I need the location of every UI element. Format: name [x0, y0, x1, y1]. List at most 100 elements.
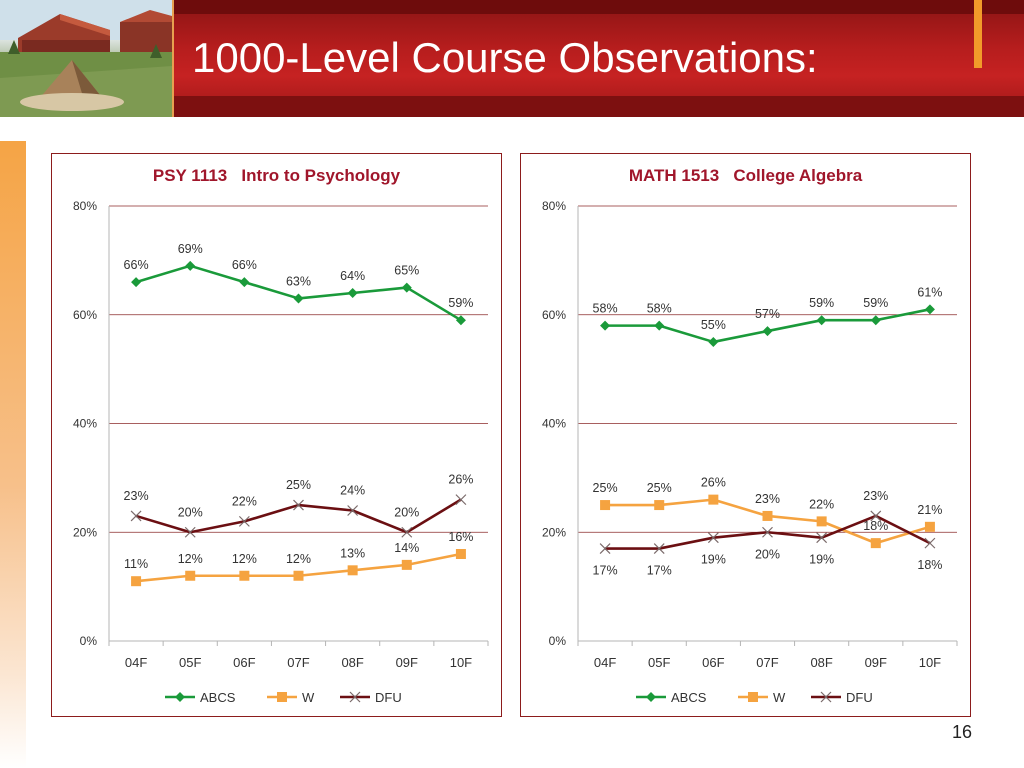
data-label: 63%: [286, 274, 311, 288]
data-label: 11%: [124, 557, 148, 571]
data-point-stroke: [653, 543, 665, 554]
data-label: 25%: [647, 481, 672, 495]
data-point: [130, 510, 142, 522]
legend-label: W: [773, 690, 786, 705]
left-accent-bar: [0, 141, 26, 768]
data-label: 66%: [232, 258, 257, 272]
data-point-stroke: [130, 510, 142, 522]
x-tick-label: 05F: [648, 655, 670, 670]
x-tick-label: 10F: [919, 655, 941, 670]
data-point: [600, 320, 611, 331]
data-point-stroke: [820, 691, 832, 703]
data-label: 12%: [286, 552, 311, 566]
data-point: [816, 532, 828, 544]
data-point: [748, 692, 758, 702]
data-point: [131, 277, 142, 288]
data-point: [654, 500, 665, 511]
data-point: [455, 549, 466, 559]
data-point: [707, 532, 719, 544]
data-point: [347, 288, 358, 298]
data-point: [277, 692, 287, 702]
x-tick-label: 07F: [756, 655, 778, 670]
data-point: [708, 336, 719, 347]
data-point: [924, 304, 935, 315]
x-tick-label: 08F: [810, 655, 832, 670]
data-point: [870, 315, 881, 326]
data-point: [816, 516, 827, 527]
data-point: [239, 277, 250, 288]
data-label: 25%: [286, 478, 311, 492]
legend-label: ABCS: [671, 690, 707, 705]
chart-psy-1113: PSY 1113 Intro to Psychology 0% 20% 40% 60%…: [51, 153, 502, 717]
data-point: [349, 691, 361, 703]
x-tick-label: 09F: [396, 655, 418, 670]
data-label: 23%: [863, 489, 888, 503]
x-tick-label: 04F: [125, 655, 147, 670]
data-point: [401, 282, 412, 293]
data-point-stroke: [349, 691, 361, 703]
data-point-stroke: [599, 543, 611, 554]
data-point-stroke: [184, 526, 196, 538]
slide-title: 1000-Level Course Observations:: [192, 34, 818, 81]
data-point: [401, 526, 413, 538]
chart-plot-area: 0% 20% 40% 60% 80% 04F 05F 06F 07F 08F 09F 10F 58% 58…: [542, 199, 958, 705]
data-label: 57%: [755, 307, 780, 321]
header-bottom-strip: [172, 96, 1024, 117]
data-label: 22%: [809, 497, 834, 511]
data-point: [455, 494, 467, 506]
data-label: 58%: [593, 302, 618, 316]
data-label: 25%: [593, 481, 618, 495]
data-label: 65%: [394, 264, 419, 278]
data-label: 20%: [178, 505, 203, 519]
data-point-stroke: [762, 526, 773, 538]
data-point: [646, 692, 656, 702]
data-point: [239, 570, 250, 581]
x-tick-label: 10F: [450, 655, 472, 670]
x-tick-label: 08F: [341, 655, 363, 670]
data-label: 20%: [755, 547, 780, 561]
header-top-strip: [172, 0, 1024, 14]
legend-label: DFU: [375, 690, 402, 705]
data-label: 55%: [701, 318, 726, 332]
data-label: 24%: [340, 484, 365, 498]
legend-label: ABCS: [200, 690, 236, 705]
data-point: [293, 570, 304, 581]
data-point-stroke: [455, 494, 467, 506]
data-label: 21%: [917, 503, 942, 517]
page-number: 16: [951, 722, 972, 742]
data-label: 26%: [701, 476, 726, 490]
data-label: 18%: [917, 558, 942, 572]
data-point: [347, 505, 359, 516]
data-point: [653, 543, 665, 554]
y-tick-label: 60%: [73, 308, 97, 322]
data-point: [816, 315, 827, 326]
legend-label: W: [302, 690, 315, 705]
data-point: [870, 538, 881, 549]
data-label: 59%: [863, 296, 888, 310]
data-label: 12%: [178, 552, 203, 566]
data-label: 64%: [340, 269, 365, 283]
y-tick-label: 0%: [80, 634, 98, 648]
data-point-stroke: [293, 499, 304, 511]
data-point: [762, 526, 773, 538]
data-point-stroke: [870, 510, 882, 522]
data-label: 66%: [124, 258, 149, 272]
data-label: 20%: [394, 505, 419, 519]
data-point: [820, 691, 832, 703]
x-tick-label: 04F: [594, 655, 616, 670]
data-label: 23%: [124, 489, 149, 503]
data-point: [599, 543, 611, 554]
data-point: [600, 500, 611, 511]
x-tick-label: 06F: [233, 655, 255, 670]
campus-photo-illustration: [0, 0, 172, 117]
data-label: 19%: [701, 553, 726, 567]
data-point-stroke: [816, 532, 828, 544]
data-label: 59%: [448, 296, 473, 310]
x-tick-label: 07F: [287, 655, 309, 670]
data-point: [924, 521, 935, 532]
data-point: [293, 293, 304, 304]
accent-bar: [974, 0, 982, 68]
data-point: [654, 320, 665, 331]
data-point: [762, 326, 773, 337]
data-label: 19%: [809, 553, 834, 567]
